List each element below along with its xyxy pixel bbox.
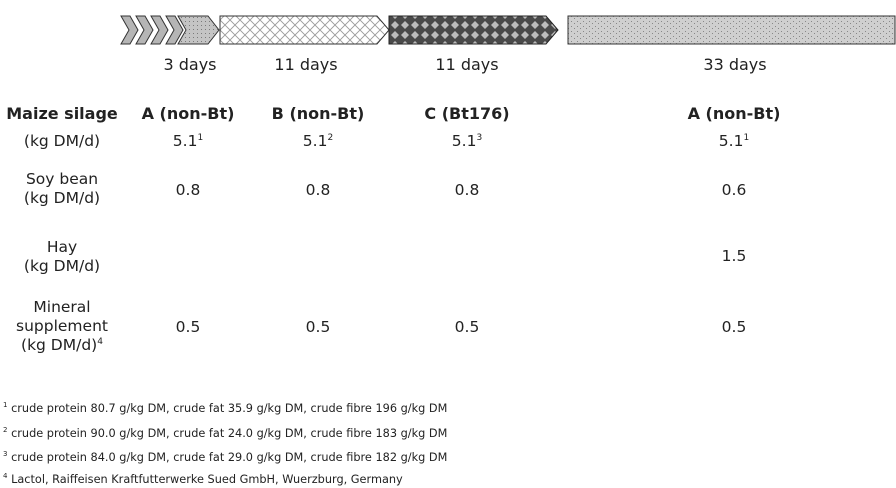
maize-unit-label: (kg DM/d)	[23, 132, 101, 150]
period-2-arrow	[219, 15, 390, 45]
footnote-1: 1 crude protein 80.7 g/kg DM, crude fat …	[3, 401, 448, 415]
mineral-supplement-label: Mineral supplement (kg DM/d)4	[16, 298, 108, 354]
column-c-heading: C (Bt176)	[424, 104, 510, 123]
soy-bean-label: Soy bean (kg DM/d)	[23, 170, 101, 207]
maize-value-b: 5.12	[302, 132, 334, 150]
soy-value-b: 0.8	[305, 181, 331, 199]
period-1-duration: 3 days	[163, 55, 217, 74]
footnote-2: 2 crude protein 90.0 g/kg DM, crude fat …	[3, 426, 448, 440]
maize-value-c: 5.13	[451, 132, 483, 150]
maize-value-a: 5.11	[172, 132, 204, 150]
mineral-value-a2: 0.5	[721, 318, 747, 336]
footnote-3: 3 crude protein 84.0 g/kg DM, crude fat …	[3, 450, 448, 464]
footnote-4: 4 Lactol, Raiffeisen Kraftfutterwerke Su…	[3, 472, 403, 486]
soy-value-a2: 0.6	[721, 181, 747, 199]
period-3-arrow	[388, 15, 559, 45]
mineral-value-c: 0.5	[454, 318, 480, 336]
period-1-arrow	[120, 15, 220, 45]
maize-silage-heading: Maize silage	[6, 104, 118, 123]
period-3-duration: 11 days	[435, 55, 499, 74]
mineral-value-a: 0.5	[175, 318, 201, 336]
soy-value-c: 0.8	[454, 181, 480, 199]
hay-value-a2: 1.5	[721, 247, 747, 265]
period-4-arrow	[567, 15, 896, 45]
column-a-heading: A (non-Bt)	[141, 104, 235, 123]
period-4-duration: 33 days	[703, 55, 767, 74]
column-a2-heading: A (non-Bt)	[687, 104, 781, 123]
mineral-value-b: 0.5	[305, 318, 331, 336]
column-b-heading: B (non-Bt)	[271, 104, 365, 123]
soy-value-a: 0.8	[175, 181, 201, 199]
timeline-arrows	[120, 15, 896, 45]
maize-value-a2: 5.11	[718, 132, 750, 150]
period-2-duration: 11 days	[274, 55, 338, 74]
hay-label: Hay (kg DM/d)	[23, 238, 101, 275]
